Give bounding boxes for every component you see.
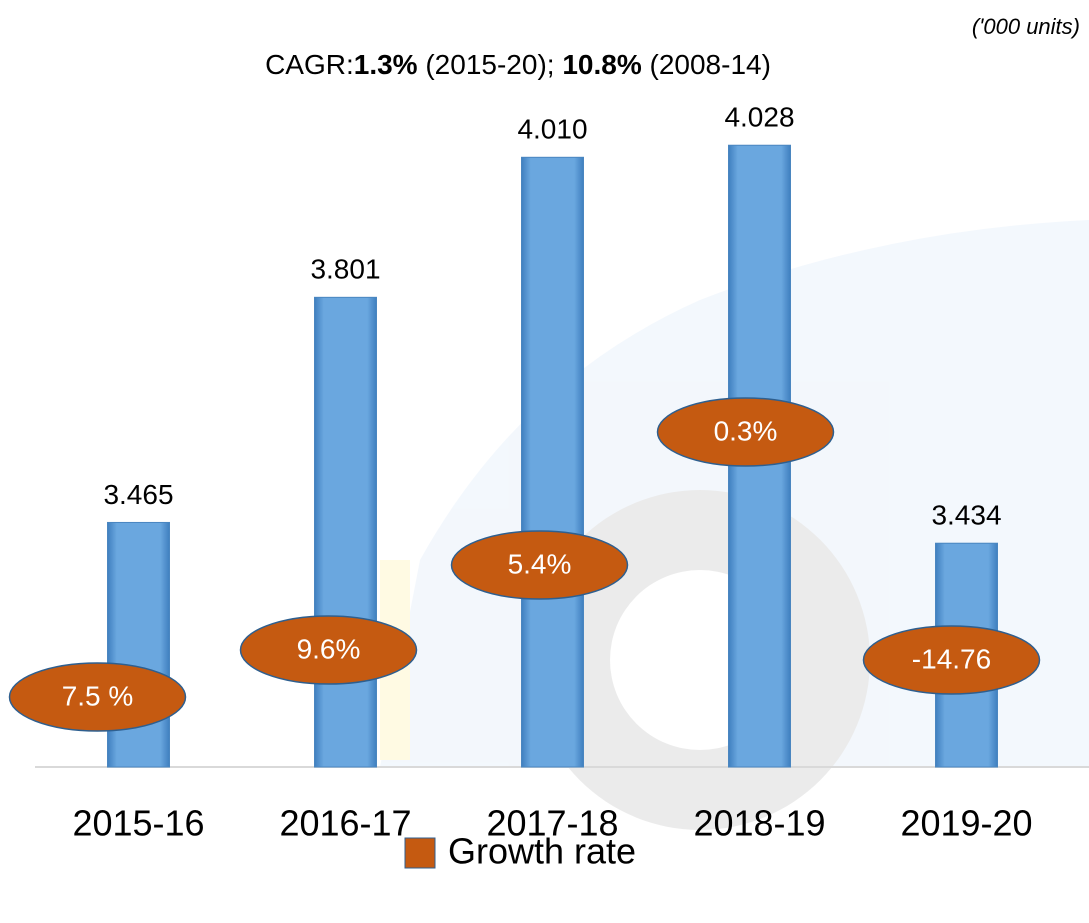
legend-label: Growth rate [448,831,636,872]
growth-rate-ellipse [656,397,835,467]
growth-rate-label: 0.3% [714,415,778,446]
growth-rate-label: 5.4% [508,548,572,579]
growth-rate-ellipse [239,615,418,685]
growth-rate-ellipse [450,530,629,600]
x-tick-label: 2015-16 [72,803,204,844]
growth-rate-label: 9.6% [297,633,361,664]
subtitle-part: 10.8% [562,49,641,80]
value-label: 4.028 [724,102,794,133]
subtitle-part: (2015-20); [418,49,563,80]
unit-note: ('000 units) [972,14,1080,39]
growth-rate-ellipse [8,662,187,732]
bar [521,156,584,768]
subtitle-part: (2008-14) [642,49,771,80]
subtitle-part: CAGR: [265,49,354,80]
x-tick-label: 2017-18 [486,803,618,844]
value-label: 3.801 [310,254,380,285]
bar [314,296,377,768]
growth-rate-label: 7.5 % [62,680,134,711]
growth-rate-ellipse [862,625,1041,695]
x-tick-label: 2018-19 [693,803,825,844]
value-label: 4.010 [517,114,587,145]
legend-swatch [404,837,436,869]
x-tick-label: 2019-20 [900,803,1032,844]
growth-rate-label: -14.76 [912,643,991,674]
x-tick-label: 2016-17 [279,803,411,844]
value-label: 3.434 [931,500,1001,531]
subtitle-part: 1.3% [354,49,418,80]
subtitle: CAGR:1.3% (2015-20); 10.8% (2008-14) [265,49,771,80]
value-label: 3.465 [103,479,173,510]
